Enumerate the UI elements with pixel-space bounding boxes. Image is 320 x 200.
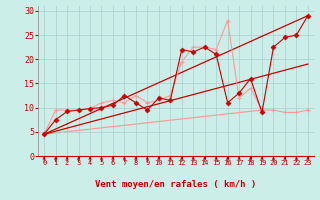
X-axis label: Vent moyen/en rafales ( km/h ): Vent moyen/en rafales ( km/h ) [95,180,257,189]
